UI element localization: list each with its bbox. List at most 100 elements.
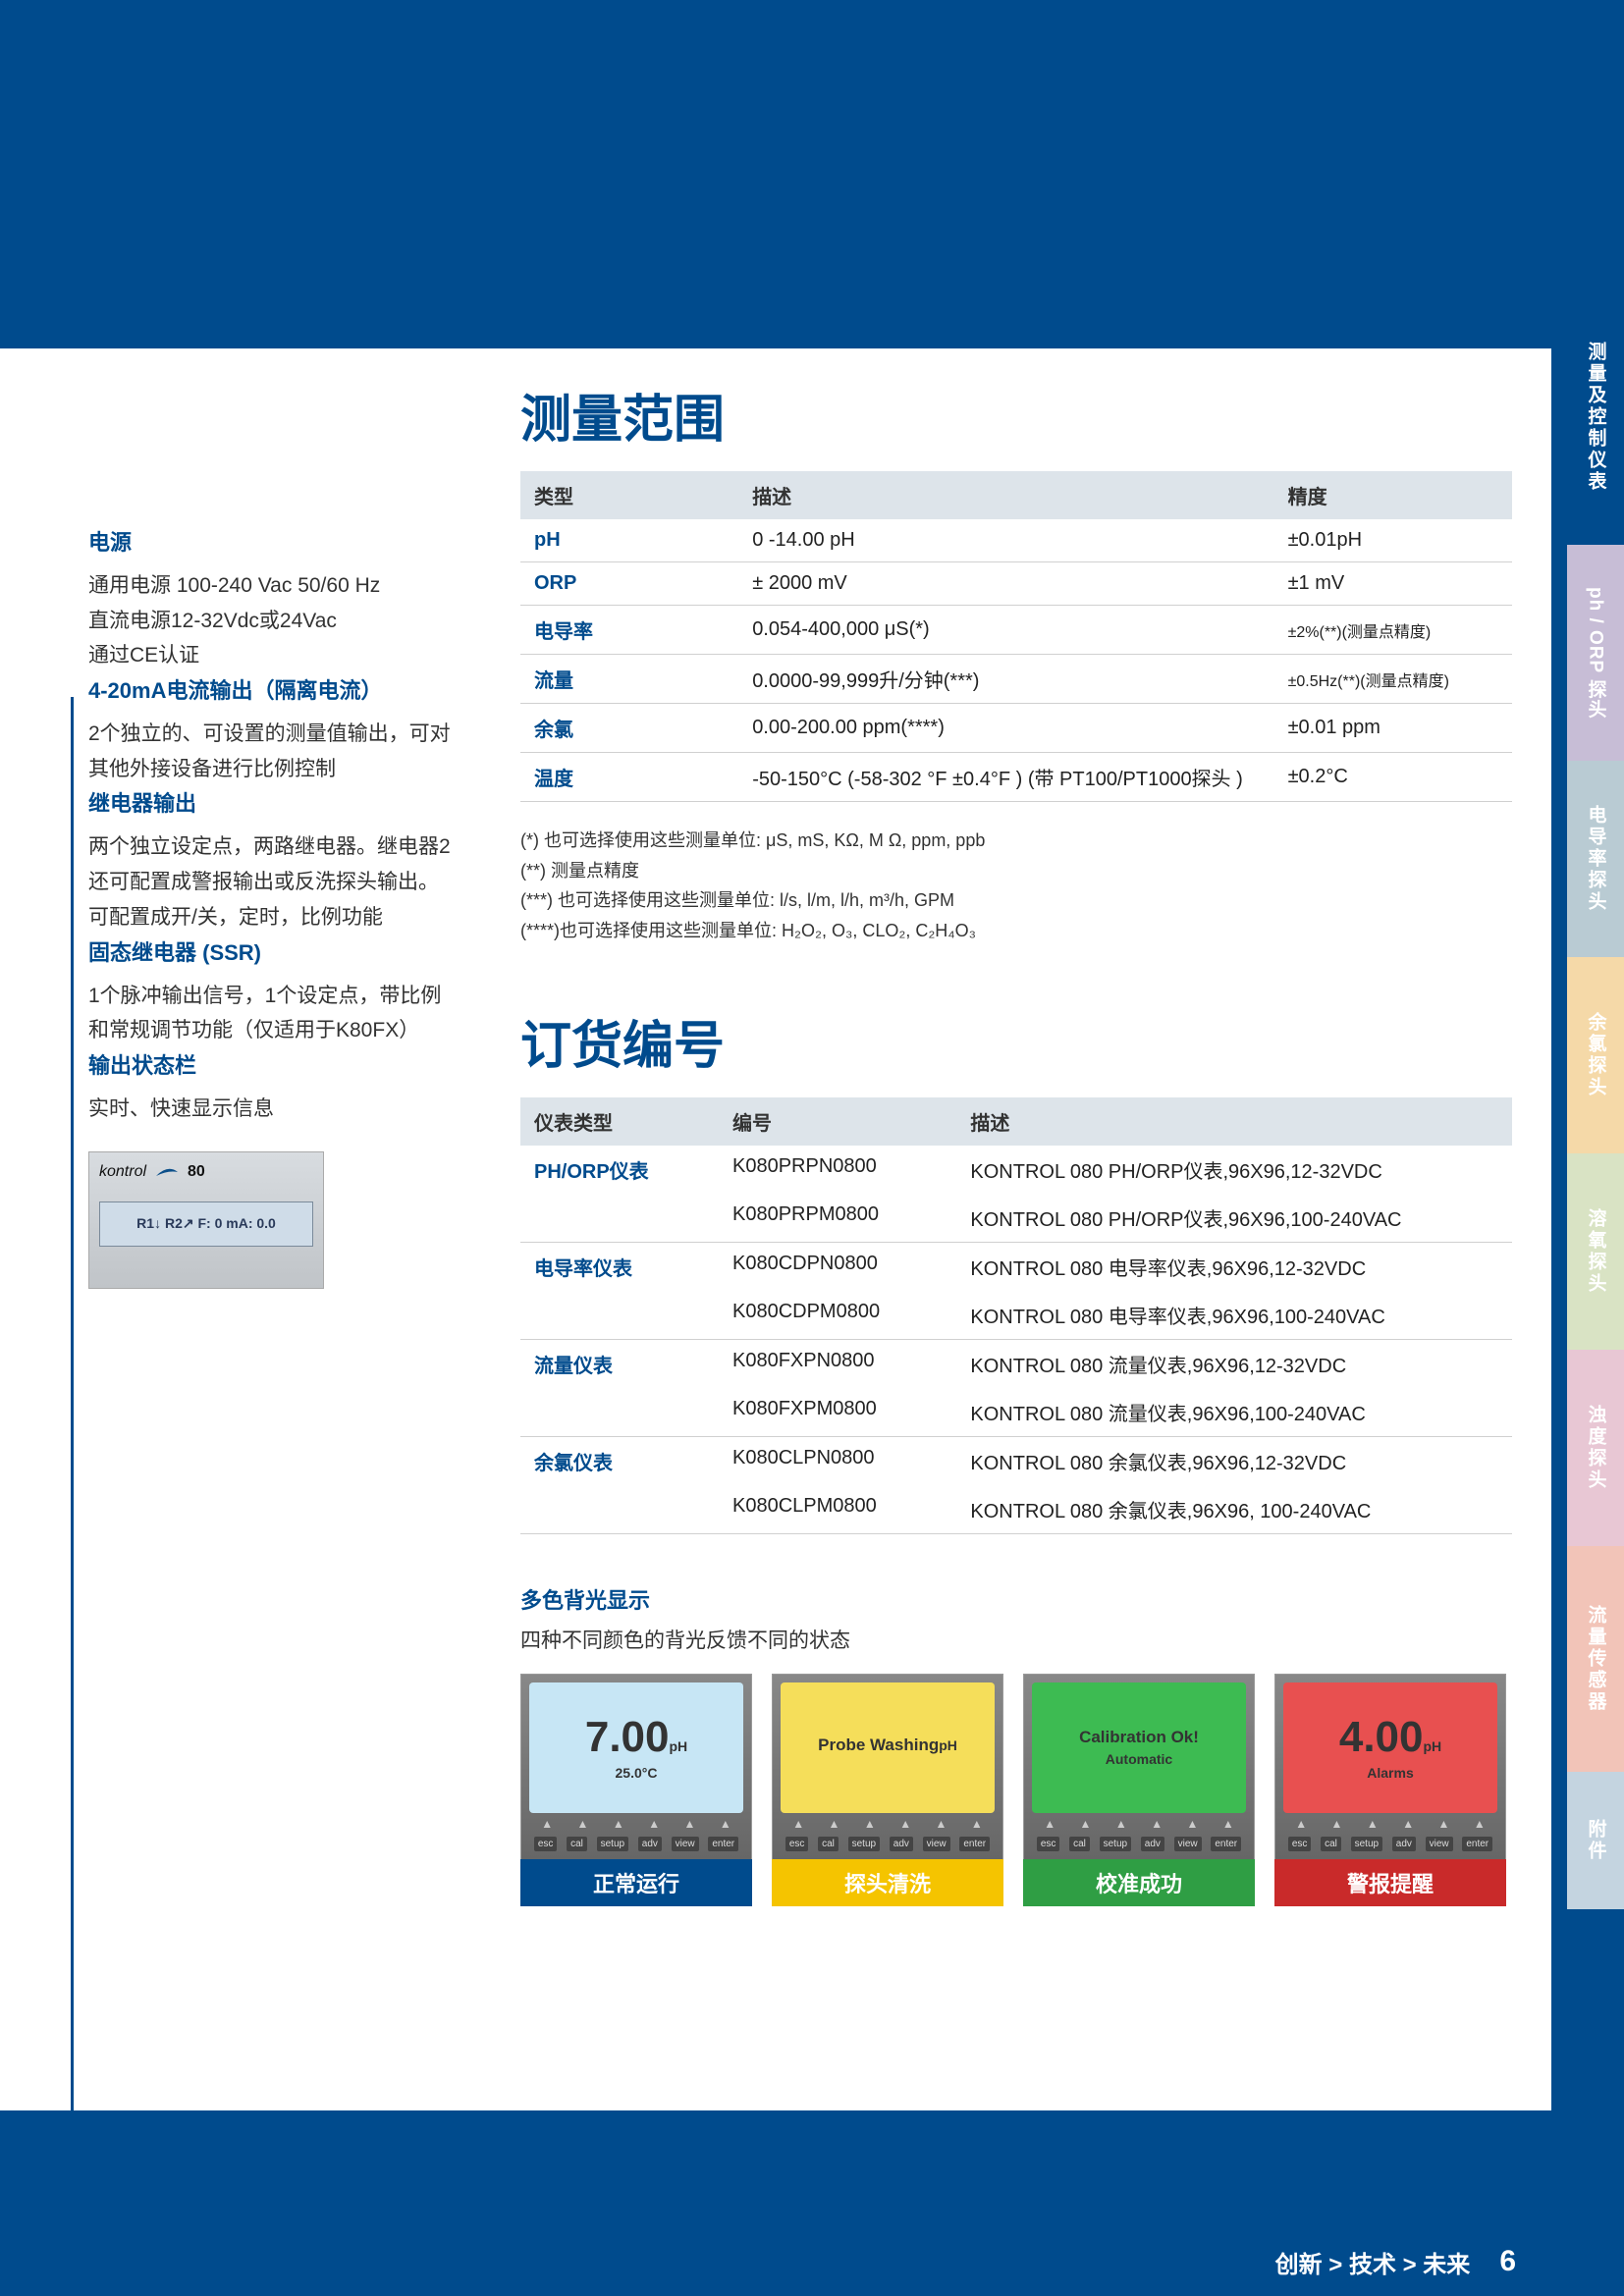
- cell-code: K080PRPN0800: [719, 1146, 956, 1194]
- side-tab[interactable]: 附件: [1567, 1772, 1624, 1909]
- side-tab[interactable]: 浊度探头: [1567, 1350, 1624, 1546]
- table-row: ORP± 2000 mV±1 mV: [520, 562, 1512, 606]
- section-title: 固态继电器 (SSR): [88, 935, 461, 967]
- col-inst-type: 仪表类型: [520, 1097, 719, 1146]
- table-row: 温度-50-150°C (-58-302 °F ±0.4°F ) (带 PT10…: [520, 753, 1512, 802]
- cell-label: 电导率: [520, 606, 738, 655]
- cell-inst-type: 电导率仪表: [520, 1243, 719, 1340]
- card-screen: Calibration Ok! Automatic: [1032, 1682, 1246, 1813]
- model-text: 80: [188, 1163, 205, 1181]
- arrow-row: ▲▲▲▲▲▲: [1283, 1817, 1497, 1831]
- card-label: 探头清洗: [772, 1859, 1003, 1906]
- section-relay-output: 继电器输出 两个独立设定点，两路继电器。继电器2还可配置成警报输出或反洗探头输出…: [88, 786, 461, 934]
- card-label: 正常运行: [520, 1859, 752, 1906]
- device-button: esc: [534, 1837, 558, 1851]
- cell-inst-type: 流量仪表: [520, 1340, 719, 1437]
- cell-desc: -50-150°C (-58-302 °F ±0.4°F ) (带 PT100/…: [738, 753, 1273, 802]
- device-button: enter: [959, 1837, 990, 1851]
- section-title: 4-20mA电流输出（隔离电流）: [88, 673, 461, 705]
- device-button: setup: [1351, 1837, 1382, 1851]
- screen-sub: Alarms: [1367, 1765, 1413, 1781]
- footnote-line: (***) 也可选择使用这些测量单位: l/s, l/m, l/h, m³/h,…: [520, 885, 1512, 916]
- cell-label: ORP: [520, 562, 738, 606]
- col-code: 编号: [719, 1097, 956, 1146]
- section-title: 输出状态栏: [88, 1048, 461, 1080]
- screen-main: Probe WashingpH: [818, 1736, 957, 1753]
- section-body: 1个脉冲输出信号，1个设定点，带比例和常规调节功能（仅适用于K80FX）: [88, 979, 461, 1048]
- backlight-card: 7.00pH 25.0°C ▲▲▲▲▲▲ esccalsetupadvviewe…: [520, 1674, 752, 1906]
- device-button: view: [672, 1837, 699, 1851]
- device-button: adv: [1392, 1837, 1416, 1851]
- device-button: setup: [848, 1837, 880, 1851]
- cell-desc: KONTROL 080 余氯仪表,96X96, 100-240VAC: [956, 1485, 1512, 1534]
- footnote-line: (****)也可选择使用这些测量单位: H₂O₂, O₃, CLO₂, C₂H₄…: [520, 916, 1512, 946]
- cell-code: K080CDPN0800: [719, 1243, 956, 1292]
- section-body: 通用电源 100-240 Vac 50/60 Hz 直流电源12-32Vdc或2…: [88, 568, 461, 673]
- cell-code: K080FXPN0800: [719, 1340, 956, 1389]
- device-brand: kontrol 80: [99, 1162, 313, 1182]
- device-preview: kontrol 80 R1↓ R2↗ F: 0 mA: 0.0: [88, 1151, 324, 1289]
- order-heading: 订货编号: [520, 1004, 1512, 1078]
- device-button: esc: [1037, 1837, 1060, 1851]
- cell-desc: ± 2000 mV: [738, 562, 1273, 606]
- cell-label: 余氯: [520, 704, 738, 753]
- section-body: 实时、快速显示信息: [88, 1092, 461, 1127]
- device-button: enter: [1211, 1837, 1241, 1851]
- side-tab[interactable]: 电导率探头: [1567, 761, 1624, 957]
- device-button: esc: [785, 1837, 809, 1851]
- card-device: 4.00pH Alarms ▲▲▲▲▲▲ esccalsetupadvviewe…: [1274, 1674, 1506, 1860]
- card-label: 警报提醒: [1274, 1859, 1506, 1906]
- device-button: adv: [890, 1837, 913, 1851]
- arrow-row: ▲▲▲▲▲▲: [1032, 1817, 1246, 1831]
- device-button: view: [923, 1837, 950, 1851]
- brand-text: kontrol: [99, 1163, 146, 1181]
- table-row: 余氯仪表K080CLPN0800KONTROL 080 余氯仪表,96X96,1…: [520, 1437, 1512, 1486]
- card-device: Probe WashingpH ▲▲▲▲▲▲ esccalsetupadvvie…: [772, 1674, 1003, 1860]
- device-button: adv: [638, 1837, 662, 1851]
- cell-acc: ±2%(**)(测量点精度): [1274, 606, 1512, 655]
- device-button: view: [1426, 1837, 1453, 1851]
- device-button: setup: [597, 1837, 628, 1851]
- card-buttons: esccalsetupadvviewenter: [1283, 1837, 1497, 1851]
- left-rule: [71, 697, 74, 2287]
- cell-label: 温度: [520, 753, 738, 802]
- side-tabs: 测量及控制仪表ph / ORP 探头电导率探头余氯探头溶氧探头浊度探头流量传感器…: [1567, 290, 1624, 1909]
- section-body: 两个独立设定点，两路继电器。继电器2还可配置成警报输出或反洗探头输出。 可配置成…: [88, 829, 461, 934]
- cell-desc: 0.0000-99,999升/分钟(***): [738, 655, 1273, 704]
- table-row: PH/ORP仪表K080PRPN0800KONTROL 080 PH/ORP仪表…: [520, 1146, 1512, 1194]
- cell-desc: KONTROL 080 电导率仪表,96X96,12-32VDC: [956, 1243, 1512, 1292]
- card-buttons: esccal setup advview enter: [781, 1837, 995, 1851]
- card-buttons: esccalsetupadvviewenter: [529, 1837, 743, 1851]
- screen-main: Calibration Ok!: [1079, 1729, 1199, 1745]
- cell-code: K080CDPM0800: [719, 1291, 956, 1340]
- device-button: cal: [818, 1837, 839, 1851]
- range-heading: 测量范围: [520, 378, 1512, 452]
- range-table: 类型 描述 精度 pH0 -14.00 pH±0.01pHORP± 2000 m…: [520, 471, 1512, 802]
- backlight-card: Probe WashingpH ▲▲▲▲▲▲ esccalsetupadvvie…: [772, 1674, 1003, 1906]
- card-label: 校准成功: [1023, 1859, 1255, 1906]
- side-tab[interactable]: 测量及控制仪表: [1567, 290, 1624, 545]
- cell-desc: 0.00-200.00 ppm(****): [738, 704, 1273, 753]
- device-button: enter: [1462, 1837, 1492, 1851]
- screen-main: 7.00pH: [585, 1716, 687, 1759]
- section-title: 继电器输出: [88, 786, 461, 818]
- footnote-line: (**) 测量点精度: [520, 856, 1512, 886]
- cell-desc: KONTROL 080 电导率仪表,96X96,100-240VAC: [956, 1291, 1512, 1340]
- col-acc: 精度: [1274, 471, 1512, 519]
- side-tab[interactable]: 余氯探头: [1567, 957, 1624, 1153]
- device-button: enter: [708, 1837, 738, 1851]
- device-button: esc: [1288, 1837, 1312, 1851]
- cell-desc: KONTROL 080 余氯仪表,96X96,12-32VDC: [956, 1437, 1512, 1486]
- cell-acc: ±0.01 ppm: [1274, 704, 1512, 753]
- cell-code: K080PRPM0800: [719, 1194, 956, 1243]
- cell-acc: ±0.2°C: [1274, 753, 1512, 802]
- section-ssr: 固态继电器 (SSR) 1个脉冲输出信号，1个设定点，带比例和常规调节功能（仅适…: [88, 935, 461, 1048]
- card-screen: 4.00pH Alarms: [1283, 1682, 1497, 1813]
- side-tab[interactable]: 溶氧探头: [1567, 1153, 1624, 1350]
- side-tab[interactable]: ph / ORP 探头: [1567, 545, 1624, 761]
- footer: 创新 > 技术 > 未来 6: [0, 2227, 1624, 2296]
- page-number: 6: [1499, 2245, 1516, 2278]
- cell-desc: KONTROL 080 流量仪表,96X96,100-240VAC: [956, 1388, 1512, 1437]
- cell-desc: KONTROL 080 流量仪表,96X96,12-32VDC: [956, 1340, 1512, 1389]
- side-tab[interactable]: 流量传感器: [1567, 1546, 1624, 1772]
